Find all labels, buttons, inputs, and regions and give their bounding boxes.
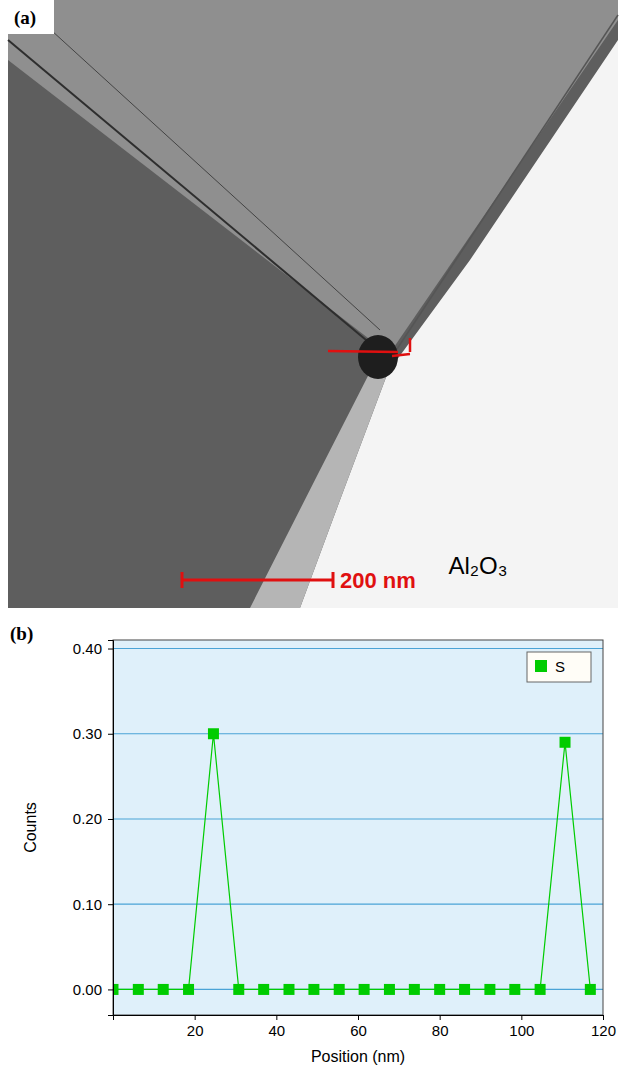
tick-label: 0.20 <box>73 810 102 827</box>
x-tick: 80 <box>432 1015 449 1039</box>
tick-mark <box>195 1015 196 1020</box>
tick-label: 120 <box>591 1022 616 1039</box>
tick-mark <box>108 904 113 905</box>
grid-line <box>113 904 603 905</box>
y-tick: 0.20 <box>73 810 113 827</box>
data-point <box>334 984 345 995</box>
grid <box>113 649 603 990</box>
legend: S <box>527 652 591 682</box>
axis-line <box>114 1016 604 1021</box>
data-point <box>183 984 194 995</box>
axis-line <box>108 641 114 1016</box>
tick-label: 60 <box>350 1022 367 1039</box>
y-tick: 0.10 <box>73 896 113 913</box>
y-axis: 0.00 0.10 0.20 0.30 0.40 <box>73 640 114 1016</box>
tick-label: 0.00 <box>73 981 102 998</box>
grain-boundary <box>8 40 372 345</box>
x-tick: 120 <box>591 1015 616 1039</box>
figure: (a) Al₂O₃ 200 nm (b) 0.00 0.10 0.20 0.30 0.40 20 4… <box>0 0 625 1074</box>
series-line <box>113 734 590 990</box>
tick-mark <box>108 989 113 990</box>
tick-mark <box>521 1015 522 1020</box>
grain-boundary <box>395 15 618 352</box>
legend-box <box>527 652 591 682</box>
data-point <box>133 984 144 995</box>
grid-line <box>113 733 603 734</box>
data-point <box>384 984 395 995</box>
y-tick: 0.30 <box>73 725 113 742</box>
tick-mark <box>440 1015 441 1020</box>
tick-mark <box>108 734 113 735</box>
grain-left <box>8 0 618 608</box>
x-axis-title: Position (nm) <box>311 1048 405 1065</box>
panel-label: (a) <box>14 7 36 29</box>
plot-background <box>113 640 603 1015</box>
x-tick: 20 <box>187 1015 204 1039</box>
y-tick: 0.40 <box>73 640 113 657</box>
micrograph <box>8 0 618 608</box>
tick-mark <box>603 1015 604 1020</box>
tick-label: 0.30 <box>73 725 102 742</box>
data-point <box>208 728 219 739</box>
tick-label: 100 <box>509 1022 534 1039</box>
data-point <box>484 984 495 995</box>
tick-label: 80 <box>432 1022 449 1039</box>
grid-line <box>113 818 603 819</box>
panel-label: (b) <box>10 623 33 645</box>
data-point <box>434 984 445 995</box>
x-tick: 40 <box>268 1015 285 1039</box>
tick-label: 0.40 <box>73 640 102 657</box>
tick-mark <box>358 1015 359 1020</box>
particle <box>358 335 398 379</box>
plot-frame <box>113 640 603 1015</box>
scan-line <box>328 338 410 356</box>
legend-swatch <box>535 660 547 672</box>
material-label: Al₂O₃ <box>448 552 507 579</box>
data-point <box>459 984 470 995</box>
data-point <box>359 984 370 995</box>
data-point <box>535 984 546 995</box>
grain-boundary <box>40 20 380 330</box>
data-point <box>158 984 169 995</box>
data-point <box>308 984 319 995</box>
panel-label-bg <box>8 0 54 34</box>
data-point <box>258 984 269 995</box>
plot-area <box>113 728 596 995</box>
data-point <box>233 984 244 995</box>
y-tick: 0.00 <box>73 981 113 998</box>
tick-mark <box>276 1015 277 1020</box>
tick-label: 40 <box>268 1022 285 1039</box>
data-point <box>560 737 571 748</box>
data-point <box>509 984 520 995</box>
x-axis: 20 40 60 80 100 120 <box>114 1015 617 1039</box>
grid-line <box>113 648 603 649</box>
x-tick: 60 <box>350 1015 367 1039</box>
x-tick: 100 <box>509 1015 534 1039</box>
tick-mark <box>108 649 113 650</box>
scale-bar-label: 200 nm <box>340 568 416 593</box>
data-point <box>409 984 420 995</box>
y-axis-title: Counts <box>22 802 39 853</box>
tick-label: 20 <box>187 1022 204 1039</box>
data-point <box>585 984 596 995</box>
legend-label: S <box>555 658 565 675</box>
tick-mark <box>108 819 113 820</box>
tick-label: 0.10 <box>73 896 102 913</box>
scale-bar <box>182 572 333 588</box>
data-point <box>283 984 294 995</box>
